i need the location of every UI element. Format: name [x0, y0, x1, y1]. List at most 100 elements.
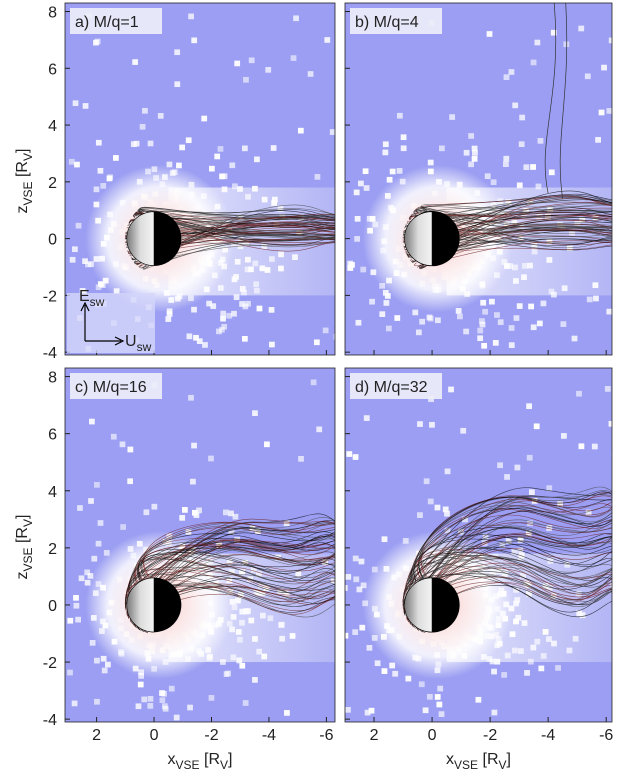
density-cell	[477, 335, 484, 342]
density-cell	[358, 558, 365, 565]
x-tick-label: -6	[319, 727, 333, 744]
trajectory	[139, 208, 335, 232]
density-cell	[427, 498, 434, 505]
density-cell	[374, 660, 381, 667]
density-cell	[94, 657, 100, 664]
density-cell	[95, 139, 102, 146]
density-cell	[73, 594, 79, 601]
density-cell	[352, 629, 359, 636]
y-axis-label-part: V	[21, 153, 35, 161]
density-cell	[201, 115, 208, 122]
density-cell	[427, 315, 434, 322]
density-cell	[540, 300, 547, 307]
x-axis-label-part: [R	[200, 751, 220, 768]
density-cell	[347, 265, 354, 271]
density-cell	[222, 509, 229, 516]
y-tick-label: -2	[43, 288, 57, 305]
density-cell	[598, 109, 605, 116]
density-cell	[193, 512, 200, 518]
density-cell	[229, 162, 236, 169]
x-tick-label: 0	[428, 727, 437, 744]
density-cell	[173, 714, 180, 721]
density-cell	[231, 310, 237, 317]
density-cell	[514, 464, 521, 471]
density-cell	[67, 669, 73, 676]
x-tick-label: -4	[541, 727, 555, 744]
density-cell	[133, 140, 140, 147]
plot-area	[345, 368, 612, 722]
y-tick-label: 2	[48, 175, 57, 192]
density-cell	[357, 180, 364, 187]
annotation-part: sw	[90, 295, 105, 309]
density-cell	[486, 31, 493, 37]
density-cell	[137, 681, 144, 688]
trajectory	[411, 527, 612, 584]
planet-day	[404, 211, 433, 266]
density-cell	[353, 576, 360, 583]
density-cell	[78, 575, 85, 582]
density-cell	[210, 303, 217, 309]
density-cell	[463, 149, 470, 156]
density-cell	[481, 540, 488, 546]
density-cell	[256, 305, 263, 312]
annotation: Usw	[125, 333, 152, 354]
annotation: Esw	[79, 288, 105, 309]
density-cell	[356, 586, 363, 593]
density-cell	[434, 504, 441, 511]
density-cell	[252, 677, 258, 683]
density-cell	[100, 183, 107, 189]
density-cell	[97, 520, 104, 526]
panel-label: c) M/q=16	[75, 379, 147, 396]
density-cell	[528, 489, 535, 496]
trajectory	[142, 521, 335, 578]
trajectory	[402, 522, 612, 603]
x-tick-label: -2	[204, 727, 218, 744]
trajectory	[413, 211, 612, 228]
density-cell	[147, 695, 154, 702]
y-tick-label: -4	[43, 712, 57, 729]
trajectory	[411, 554, 612, 595]
density-cell	[384, 293, 391, 299]
density-cell	[546, 525, 553, 531]
density-cell	[523, 164, 530, 171]
density-cell	[345, 574, 352, 580]
density-cell	[516, 303, 523, 309]
density-cell	[313, 339, 320, 346]
density-cell	[69, 256, 76, 263]
density-cell	[460, 427, 467, 434]
density-cell	[95, 540, 102, 547]
density-cell	[290, 55, 297, 61]
y-tick-label: -4	[43, 345, 57, 362]
panel-label-box	[350, 373, 442, 399]
density-cell	[434, 694, 441, 700]
density-cell	[455, 308, 462, 314]
density-cell	[88, 498, 94, 504]
density-cell	[82, 103, 89, 109]
density-cell	[72, 100, 79, 107]
trajectory	[421, 207, 612, 245]
density-cell	[576, 390, 582, 397]
density-cell	[206, 300, 213, 307]
density-cell	[385, 325, 392, 332]
density-cell	[392, 670, 399, 677]
u-arrow-head	[114, 336, 125, 346]
x-tick-label: 2	[92, 727, 101, 744]
density-cell	[561, 433, 567, 439]
density-cell	[119, 441, 126, 448]
density-cell	[232, 183, 238, 190]
density-cell	[366, 644, 373, 651]
density-cell	[113, 155, 119, 161]
density-cell	[196, 338, 203, 345]
density-cell	[475, 696, 482, 703]
density-cell	[422, 707, 429, 714]
density-cell	[555, 665, 561, 671]
density-cell	[534, 39, 541, 46]
density-cell	[383, 300, 390, 306]
trajectory	[137, 552, 335, 581]
density-cell	[73, 602, 80, 609]
density-cell	[382, 141, 389, 148]
density-cell	[168, 685, 175, 692]
density-cell	[142, 107, 148, 114]
density-cell	[75, 616, 82, 623]
density-cell	[503, 155, 510, 162]
